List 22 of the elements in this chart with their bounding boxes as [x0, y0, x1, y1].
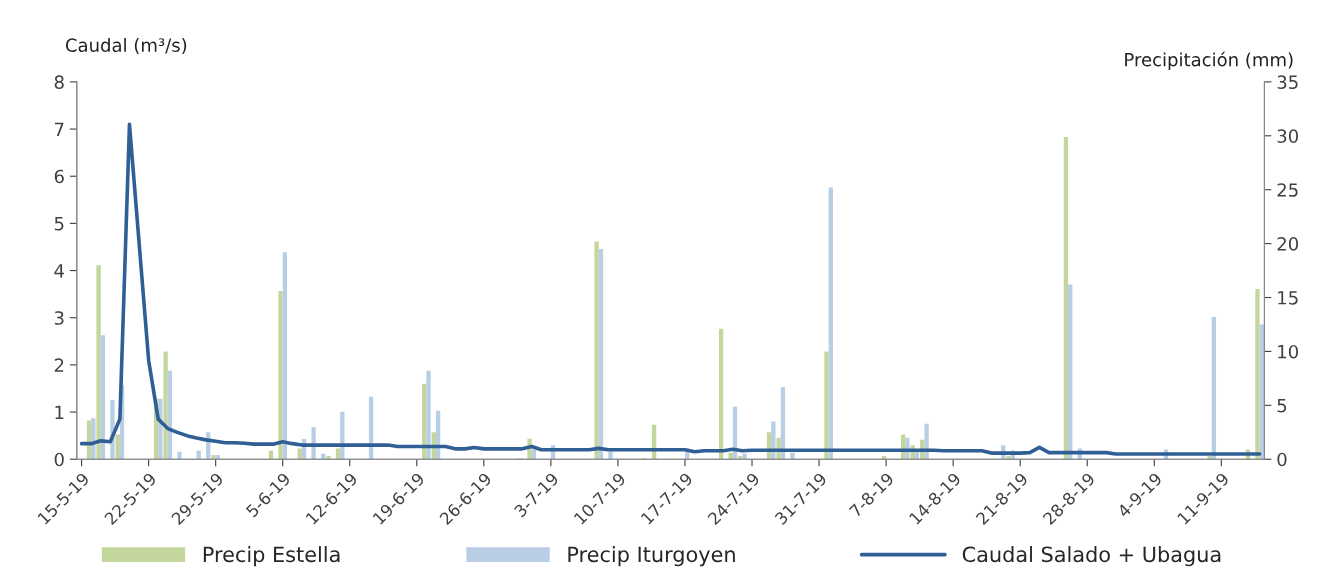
y2-tick-label: 15: [1278, 291, 1298, 305]
legend-label: Precip Iturgoyen: [568, 546, 735, 567]
y-tick-label: 5: [54, 217, 64, 231]
y-tick-label: 4: [54, 264, 64, 278]
y2-tick-label: 10: [1278, 344, 1298, 359]
y2-tick-label: 30: [1277, 129, 1298, 143]
y2-tick-label: 25: [1277, 183, 1298, 197]
legend-label: Precip Estella: [203, 546, 340, 567]
y2-tick-label: 35: [1277, 75, 1298, 90]
y-tick-label: 3: [54, 311, 64, 325]
y-tick-label: 7: [54, 122, 64, 136]
legend-label: Caudal Salado + Ubagua: [962, 546, 1221, 567]
y2-tick-label: 5: [1277, 399, 1287, 413]
y2-tick-label: 0: [1277, 452, 1287, 467]
y-tick-label: 1: [55, 405, 64, 419]
y2-tick-label: 20: [1277, 237, 1298, 251]
y-tick-label: 6: [54, 169, 64, 184]
y-axis-title: Caudal (m³/s): [65, 38, 187, 55]
y2-axis-title: Precipitación (mm): [1125, 51, 1293, 70]
y-tick-label: 8: [54, 75, 64, 90]
y-tick-label: 2: [54, 358, 64, 372]
y-tick-label: 0: [54, 452, 64, 467]
